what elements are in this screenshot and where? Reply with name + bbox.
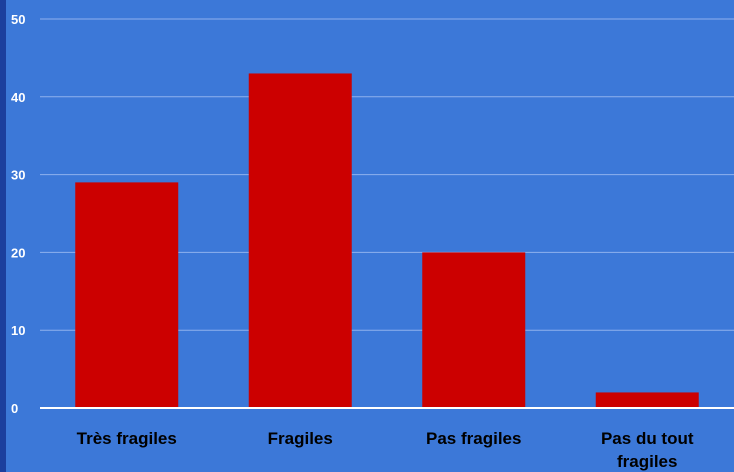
bar [248, 73, 352, 409]
left-border [0, 0, 6, 472]
x-category-label: Pas du tout [601, 429, 694, 448]
y-tick-label: 50 [11, 12, 25, 27]
bars [75, 73, 699, 409]
y-axis-tick-labels: 0 10 20 30 40 50 [11, 12, 25, 416]
y-tick-label: 0 [11, 401, 18, 416]
bar [75, 182, 179, 408]
x-axis-category-labels: Très fragiles Fragiles Pas fragiles Pas du … [77, 429, 694, 471]
y-tick-label: 30 [11, 168, 25, 183]
x-category-label: Pas fragiles [426, 429, 521, 448]
y-tick-label: 10 [11, 323, 25, 338]
y-tick-label: 20 [11, 245, 25, 260]
bar [595, 392, 699, 408]
x-category-label: Très fragiles [77, 429, 177, 448]
bar [422, 252, 526, 408]
x-category-label: fragiles [617, 452, 677, 471]
x-category-label: Fragiles [268, 429, 333, 448]
gridlines [40, 18, 734, 331]
y-tick-label: 40 [11, 90, 25, 105]
